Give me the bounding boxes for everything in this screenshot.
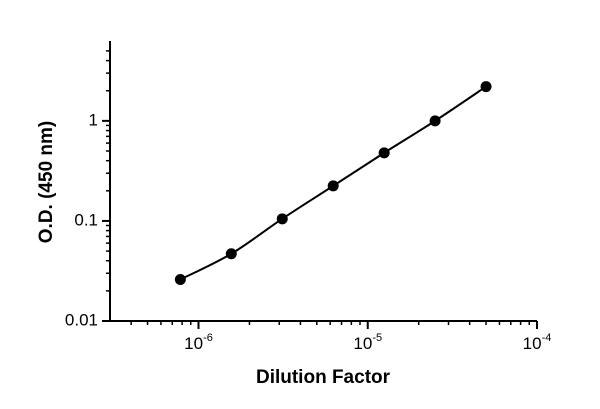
y-axis-title: O.D. (450 nm) [36, 121, 57, 243]
x-tick-exponent: -6 [203, 332, 213, 344]
data-point [378, 147, 390, 159]
data-point [276, 213, 288, 225]
data-point [174, 273, 186, 285]
x-tick-label: 10-4 [523, 332, 552, 354]
y-tick-label: 1 [89, 110, 98, 129]
y-tick-label: 0.1 [74, 210, 98, 229]
x-tick-label: 10-5 [353, 332, 382, 354]
data-point [225, 248, 237, 260]
x-tick-exponent: -5 [372, 332, 382, 344]
data-point [429, 115, 441, 127]
data-point [327, 180, 339, 192]
x-tick-exponent: -4 [542, 332, 552, 344]
x-axis-title: Dilution Factor [256, 367, 391, 388]
data-point [480, 81, 492, 93]
x-tick-label: 10-6 [184, 332, 213, 354]
x-tick-base: 10 [184, 334, 203, 353]
x-tick-base: 10 [353, 334, 372, 353]
x-tick-base: 10 [523, 334, 542, 353]
y-tick-label: 0.01 [65, 310, 98, 329]
